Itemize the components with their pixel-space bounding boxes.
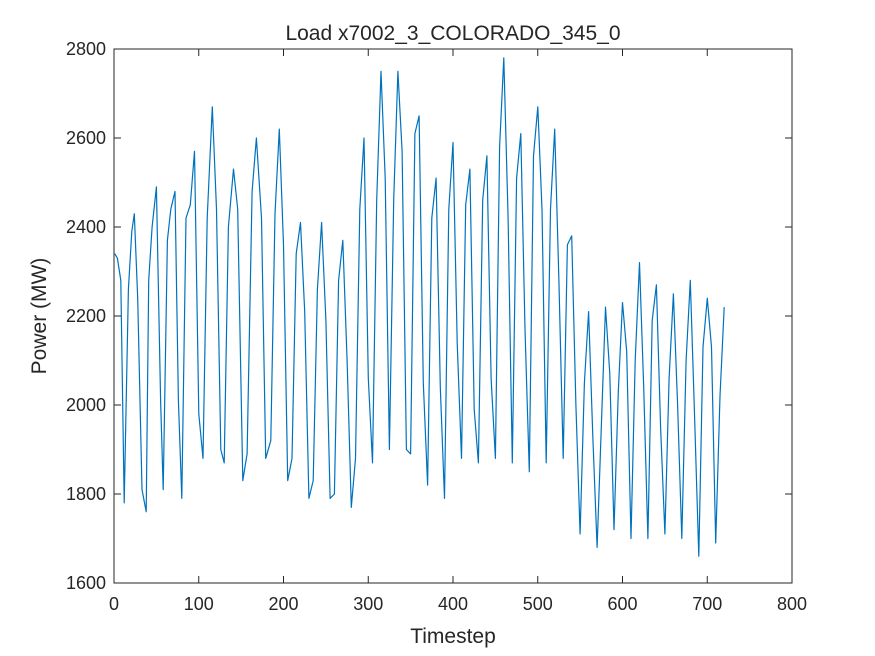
series-layer	[114, 57, 725, 557]
ticks-layer: 0 100 200 300 400 500 600 700 800 1600 1800 2000 220…	[66, 39, 807, 614]
x-tick-label: 100	[184, 594, 214, 614]
y-tick-label: 2200	[66, 306, 106, 326]
x-tick-label: 300	[353, 594, 383, 614]
x-tick-label: 500	[523, 594, 553, 614]
x-axis-label: Timestep	[410, 625, 496, 648]
x-tick-label: 0	[109, 594, 119, 614]
x-tick-label: 800	[777, 594, 807, 614]
x-tick-label: 700	[692, 594, 722, 614]
y-tick-label: 1800	[66, 484, 106, 504]
y-tick-label: 2400	[66, 217, 106, 237]
y-tick-label: 2800	[66, 39, 106, 59]
y-tick-label: 2000	[66, 395, 106, 415]
chart-title: Load x7002_3_COLORADO_345_0	[285, 22, 620, 45]
x-tick-label: 400	[438, 594, 468, 614]
x-tick-label: 200	[268, 594, 298, 614]
plot-area	[114, 49, 792, 583]
series-line	[114, 57, 725, 557]
x-tick-label: 600	[607, 594, 637, 614]
y-tick-label: 2600	[66, 128, 106, 148]
y-tick-label: 1600	[66, 573, 106, 593]
y-axis-label: Power (MW)	[28, 258, 51, 375]
